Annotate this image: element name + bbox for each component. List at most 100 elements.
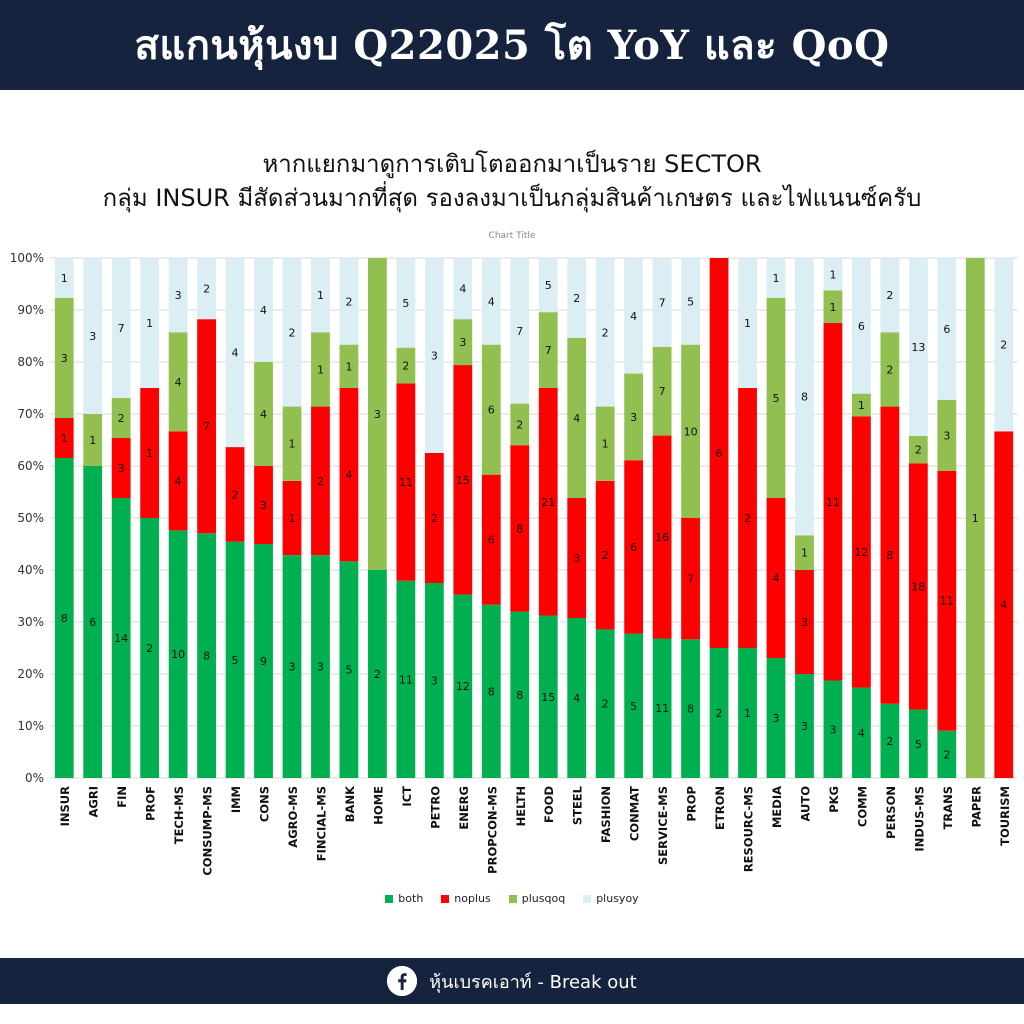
data-label: 8 bbox=[516, 689, 523, 702]
data-label: 2 bbox=[289, 326, 296, 339]
bar-segment bbox=[852, 416, 871, 688]
bar-segment bbox=[168, 431, 188, 531]
bar-segment bbox=[994, 431, 1014, 778]
x-category-label: TRANS bbox=[941, 786, 955, 830]
bar-segment bbox=[823, 323, 843, 681]
bar-segment bbox=[368, 570, 387, 778]
y-tick-label: 80% bbox=[17, 355, 44, 369]
x-category-label: AGRO-MS bbox=[286, 786, 300, 848]
data-label: 5 bbox=[545, 279, 552, 292]
bar-segment bbox=[396, 383, 416, 581]
data-label: 2 bbox=[317, 475, 324, 488]
legend-item: plusyoy bbox=[583, 892, 639, 905]
data-label: 3 bbox=[801, 720, 808, 733]
legend-swatch bbox=[583, 894, 592, 903]
data-label: 1 bbox=[744, 317, 751, 330]
x-category-label: RESOURC-MS bbox=[742, 786, 756, 872]
bar-segment bbox=[624, 258, 644, 374]
data-label: 2 bbox=[915, 444, 922, 457]
bar-segment bbox=[225, 447, 245, 542]
facebook-icon[interactable] bbox=[387, 966, 418, 996]
bar-segment bbox=[965, 258, 985, 778]
bar-segment bbox=[254, 362, 273, 466]
data-label: 6 bbox=[943, 323, 950, 336]
x-category-label: PROPCON-MS bbox=[485, 786, 499, 874]
data-label: 2 bbox=[402, 360, 409, 373]
bar-segment bbox=[339, 561, 359, 778]
bar-segment bbox=[111, 258, 131, 398]
data-label: 1 bbox=[317, 289, 324, 302]
footer-page-name[interactable]: หุ้นเบรคเอาท์ - Break out bbox=[429, 971, 637, 993]
x-category-label: PKG bbox=[827, 786, 841, 813]
data-label: 1 bbox=[744, 707, 751, 720]
data-label: 15 bbox=[456, 474, 470, 487]
data-label: 2 bbox=[573, 292, 580, 305]
data-label: 4 bbox=[175, 376, 182, 389]
bar-segment bbox=[567, 338, 587, 498]
bar-segment bbox=[624, 373, 644, 461]
data-label: 2 bbox=[744, 512, 751, 525]
data-label: 3 bbox=[459, 336, 466, 349]
bar-segment bbox=[396, 580, 416, 778]
data-label: 2 bbox=[602, 326, 609, 339]
bar-segment bbox=[510, 258, 530, 404]
bar-segment bbox=[908, 435, 928, 464]
bar-segment bbox=[823, 680, 843, 778]
legend-label: both bbox=[398, 892, 424, 905]
data-label: 8 bbox=[801, 391, 808, 404]
bar-segment bbox=[624, 460, 644, 634]
data-label: 4 bbox=[573, 692, 580, 705]
bar-segment bbox=[197, 533, 216, 778]
data-label: 4 bbox=[459, 283, 466, 296]
bar-segment bbox=[681, 639, 700, 778]
data-label: 1 bbox=[61, 272, 68, 285]
bar-segment bbox=[510, 611, 530, 778]
subtitle-line-2: กลุ่ม INSUR มีสัดส่วนมากที่สุด รองลงมาเป… bbox=[102, 184, 922, 212]
bar-segment bbox=[795, 258, 814, 536]
bar-segment bbox=[937, 470, 957, 731]
subtitle-line-1: หากแยกมาดูการเติบโตออกมาเป็นราย SECTOR bbox=[262, 150, 762, 178]
bar-segment bbox=[168, 332, 188, 432]
bar-segment bbox=[54, 258, 74, 298]
data-label: 7 bbox=[118, 322, 125, 335]
data-label: 1 bbox=[146, 447, 153, 460]
bar-segment bbox=[111, 398, 131, 438]
data-label: 8 bbox=[61, 612, 68, 625]
data-label: 3 bbox=[943, 429, 950, 442]
data-label: 2 bbox=[118, 412, 125, 425]
bar-segment bbox=[140, 388, 160, 518]
bar-segment bbox=[738, 388, 757, 648]
bar-segment bbox=[282, 406, 302, 481]
x-category-label: PROF bbox=[144, 786, 158, 821]
data-label: 4 bbox=[260, 304, 267, 317]
bar-segment bbox=[254, 544, 273, 778]
data-label: 4 bbox=[1000, 599, 1007, 612]
data-label: 3 bbox=[89, 330, 96, 343]
chart-legend: both noplus plusqoq plusyoy bbox=[0, 892, 1024, 905]
data-label: 1 bbox=[61, 432, 68, 445]
x-category-label: HELTH bbox=[514, 786, 528, 826]
bar-segment bbox=[652, 435, 672, 639]
bar-segment bbox=[225, 258, 245, 448]
bar-segment bbox=[140, 258, 160, 388]
bar-segment bbox=[595, 258, 615, 407]
bar-segment bbox=[852, 393, 871, 417]
bar-segment bbox=[225, 541, 245, 778]
bar-segment bbox=[424, 258, 444, 453]
bar-segment bbox=[852, 687, 871, 778]
data-label: 3 bbox=[801, 616, 808, 629]
data-label: 1 bbox=[345, 360, 352, 373]
bar-segment bbox=[538, 615, 558, 778]
x-category-label: BANK bbox=[343, 785, 357, 822]
data-label: 8 bbox=[203, 650, 210, 663]
data-label: 1 bbox=[602, 438, 609, 451]
bar-segment bbox=[908, 463, 928, 710]
data-label: 1 bbox=[829, 301, 836, 314]
bar-segment bbox=[567, 258, 587, 338]
legend-label: plusqoq bbox=[521, 892, 566, 905]
bar-segment bbox=[937, 730, 957, 778]
bar-segment bbox=[54, 298, 74, 418]
data-label: 7 bbox=[659, 385, 666, 398]
legend-item: both bbox=[385, 892, 423, 905]
data-label: 3 bbox=[260, 499, 267, 512]
